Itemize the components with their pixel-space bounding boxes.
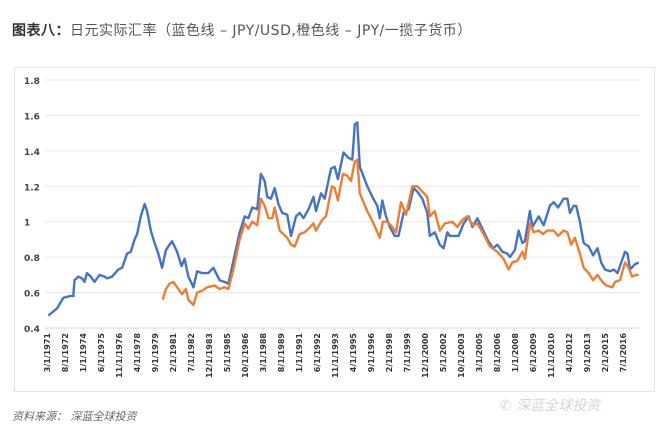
series-line-jpy-usd bbox=[47, 121, 640, 317]
y-tick-label: 1.2 bbox=[24, 183, 40, 193]
x-tick-label: 7/1/1999 bbox=[403, 333, 412, 373]
y-tick-label: 0.8 bbox=[24, 254, 40, 264]
x-tick-label: 3/1/1971 bbox=[43, 333, 52, 373]
x-tick-label: 2/1/1998 bbox=[385, 333, 394, 373]
x-tick-label: 1/1/2008 bbox=[511, 333, 520, 373]
x-tick-label: 11/1/1993 bbox=[331, 333, 340, 378]
x-tick-label: 9/1/1996 bbox=[367, 333, 376, 373]
source-note: 资料来源： 深蓝全球投资 bbox=[12, 410, 137, 423]
y-tick-label: 1.8 bbox=[24, 77, 40, 87]
x-tick-label: 11/1/2010 bbox=[547, 333, 556, 378]
x-tick-label: 5/1/2002 bbox=[439, 333, 448, 372]
figure-number: 图表八： bbox=[12, 23, 70, 39]
watermark-text: 深蓝全球投资 bbox=[516, 398, 601, 414]
x-tick-label: 7/1/1982 bbox=[187, 333, 196, 372]
line-chart: 0.4 0.6 0.8 1 1.2 1.4 1.6 1.8 3/1/1971 8/1/1972 1/… bbox=[24, 77, 640, 378]
series-line-jpy-basket bbox=[161, 158, 639, 307]
y-tick-label: 0.6 bbox=[24, 290, 40, 300]
chart-title: 图表八：日元实际汇率（蓝色线 – JPY/USD,橙色线 – JPY/一揽子货币… bbox=[12, 20, 472, 40]
x-tick-label: 9/1/1979 bbox=[151, 333, 160, 373]
x-tick-label: 10/1/1986 bbox=[241, 333, 250, 378]
y-tick-label: 1.6 bbox=[24, 112, 40, 122]
y-tick-label: 1.4 bbox=[24, 148, 40, 158]
x-tick-label: 1/1/1991 bbox=[295, 333, 304, 373]
x-tick-label: 2/1/1981 bbox=[169, 333, 178, 373]
x-tick-label: 2/1/2015 bbox=[601, 333, 610, 373]
x-tick-label: 8/1/2006 bbox=[493, 333, 502, 373]
x-tick-label: 6/1/2009 bbox=[529, 333, 538, 373]
x-tick-label: 10/1/2003 bbox=[457, 333, 466, 378]
y-tick-label: 1 bbox=[24, 219, 30, 229]
x-tick-label: 4/1/2012 bbox=[565, 333, 574, 372]
title-text: 日元实际汇率（蓝色线 – JPY/USD,橙色线 – JPY/一揽子货币） bbox=[70, 23, 472, 39]
x-tick-label: 3/1/1988 bbox=[259, 333, 268, 373]
x-tick-label: 8/1/1972 bbox=[61, 333, 70, 372]
x-tick-label: 4/1/1978 bbox=[133, 333, 142, 373]
x-tick-label: 4/1/1995 bbox=[349, 333, 358, 373]
x-tick-label: 6/1/1992 bbox=[313, 333, 322, 372]
x-tick-label: 12/1/1983 bbox=[205, 333, 214, 378]
watermark: ✆ 深蓝全球投资 bbox=[500, 398, 600, 414]
x-tick-label: 6/1/1975 bbox=[97, 333, 106, 373]
y-tick-label: 0.4 bbox=[24, 325, 40, 335]
x-tick-label: 9/1/2013 bbox=[583, 333, 592, 372]
x-tick-label: 8/1/1989 bbox=[277, 333, 286, 373]
x-tick-label: 11/1/1976 bbox=[115, 333, 124, 378]
x-tick-label: 1/1/1974 bbox=[79, 333, 88, 373]
x-tick-label: 12/1/2000 bbox=[421, 333, 430, 378]
wechat-icon: ✆ bbox=[500, 398, 517, 414]
x-tick-label: 5/1/1985 bbox=[223, 333, 232, 373]
chart-frame bbox=[14, 67, 655, 392]
x-tick-label: 3/1/2005 bbox=[475, 333, 484, 373]
x-tick-label: 7/1/2016 bbox=[619, 333, 628, 373]
